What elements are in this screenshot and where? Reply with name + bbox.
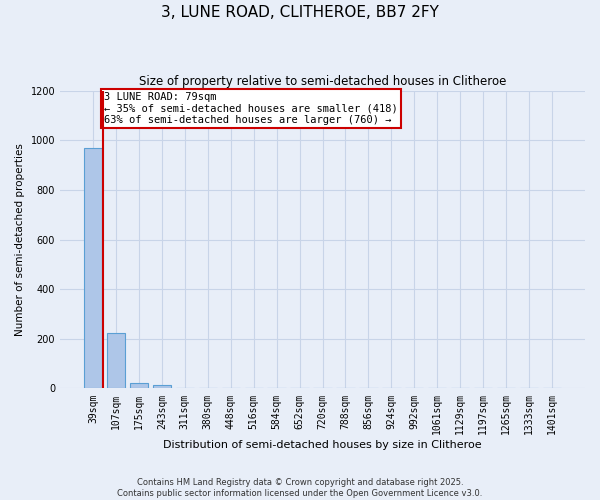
Text: 3 LUNE ROAD: 79sqm
← 35% of semi-detached houses are smaller (418)
63% of semi-d: 3 LUNE ROAD: 79sqm ← 35% of semi-detache… bbox=[104, 92, 398, 125]
Y-axis label: Number of semi-detached properties: Number of semi-detached properties bbox=[15, 143, 25, 336]
Bar bbox=[107, 332, 125, 388]
Bar bbox=[130, 383, 148, 388]
Title: Size of property relative to semi-detached houses in Clitheroe: Size of property relative to semi-detach… bbox=[139, 75, 506, 88]
Bar bbox=[153, 384, 171, 388]
Text: Contains HM Land Registry data © Crown copyright and database right 2025.
Contai: Contains HM Land Registry data © Crown c… bbox=[118, 478, 482, 498]
Bar bbox=[84, 148, 102, 388]
Text: 3, LUNE ROAD, CLITHEROE, BB7 2FY: 3, LUNE ROAD, CLITHEROE, BB7 2FY bbox=[161, 5, 439, 20]
X-axis label: Distribution of semi-detached houses by size in Clitheroe: Distribution of semi-detached houses by … bbox=[163, 440, 482, 450]
